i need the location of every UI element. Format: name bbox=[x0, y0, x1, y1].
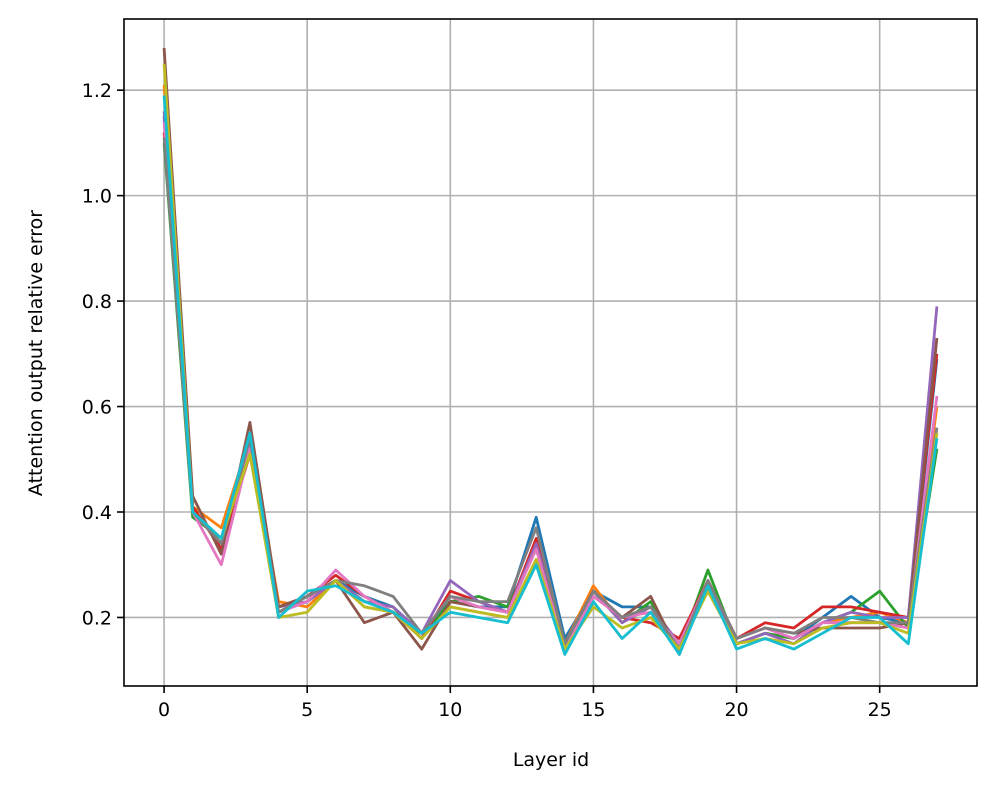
axis-ticks bbox=[117, 89, 881, 693]
y-axis-label: Attention output relative error bbox=[25, 210, 47, 496]
series-line-7 bbox=[162, 121, 939, 651]
series-line-6 bbox=[162, 47, 939, 656]
plot-frame bbox=[123, 18, 978, 687]
x-tick-label: 10 bbox=[438, 699, 462, 721]
series-lines bbox=[162, 47, 939, 656]
series-line-2 bbox=[162, 84, 939, 646]
y-tick-label: 1.2 bbox=[82, 80, 112, 102]
series-line-9 bbox=[162, 63, 939, 651]
x-tick-label: 0 bbox=[158, 699, 170, 721]
series-line-5 bbox=[162, 111, 939, 646]
y-tick-label: 1.0 bbox=[82, 186, 112, 208]
grid-lines bbox=[124, 19, 977, 686]
x-tick-label: 15 bbox=[581, 699, 605, 721]
x-axis-label: Layer id bbox=[513, 749, 589, 771]
x-tick-label: 25 bbox=[868, 699, 892, 721]
y-tick-label: 0.6 bbox=[82, 397, 112, 419]
x-tick-label: 5 bbox=[301, 699, 313, 721]
tick-labels: 0 5 10 15 20 25 0.2 0.4 0.6 0.8 1.0 1.2 bbox=[82, 80, 892, 721]
series-line-4 bbox=[162, 132, 939, 646]
x-tick-label: 20 bbox=[724, 699, 748, 721]
y-tick-label: 0.4 bbox=[82, 502, 112, 524]
y-tick-label: 0.2 bbox=[82, 607, 112, 629]
y-tick-label: 0.8 bbox=[82, 291, 112, 313]
series-line-10 bbox=[162, 95, 939, 656]
